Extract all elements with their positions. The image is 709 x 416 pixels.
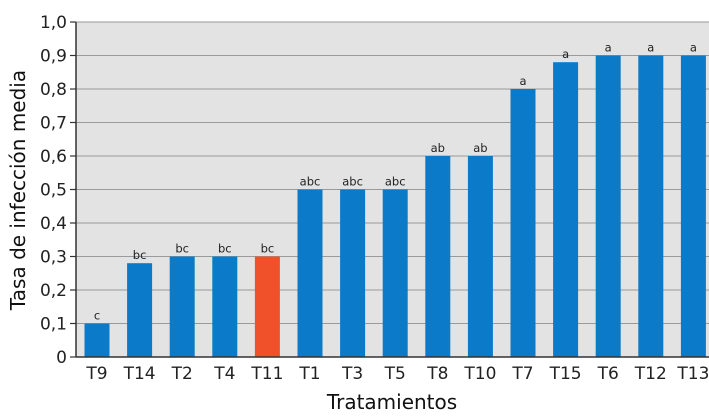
bar-t13	[680, 55, 706, 357]
x-tick-label-t3: T3	[341, 364, 363, 384]
group-label-t10: ab	[473, 141, 487, 155]
y-tick-label-4: 0,4	[40, 214, 67, 234]
group-label-t15: a	[562, 47, 569, 61]
y-tick-label-9: 0,9	[40, 47, 67, 67]
x-axis-title: Tratamientos	[326, 390, 457, 414]
bar-t10	[467, 156, 493, 357]
y-tick-label-8: 0,8	[40, 80, 67, 100]
x-tick-label-t9: T9	[85, 364, 107, 384]
group-label-t3: abc	[342, 175, 363, 189]
bar-t3	[340, 189, 366, 357]
bar-t12	[638, 55, 664, 357]
y-tick-label-7: 0,7	[40, 114, 67, 134]
x-tick-label-t8: T8	[426, 364, 448, 384]
y-tick-label-1: 0,1	[40, 315, 67, 335]
y-tick-labels: 0 0,1 0,2 0,3 0,4 0,5 0,6 0,7 0,8 0,9 1,0	[40, 13, 76, 368]
x-tick-labels: T9 T14 T2 T4 T11 T1 T3 T5 T8 T10 T7 T15 T6 T12 T13	[85, 364, 709, 384]
group-label-t4: bc	[218, 242, 232, 256]
bars	[84, 55, 706, 357]
group-label-t1: abc	[300, 175, 321, 189]
x-tick-label-t5: T5	[384, 364, 406, 384]
x-tick-label-t6: T6	[597, 364, 619, 384]
bar-t7	[510, 89, 536, 357]
bar-t14	[127, 263, 153, 357]
x-tick-label-t4: T4	[213, 364, 235, 384]
group-label-t5: abc	[385, 175, 406, 189]
x-tick-label-t14: T14	[123, 364, 156, 384]
y-tick-label-0: 0	[56, 348, 67, 368]
bar-t6	[595, 55, 621, 357]
group-label-t2: bc	[175, 242, 189, 256]
y-tick-label-5: 0,5	[40, 181, 67, 201]
bar-t1	[297, 189, 323, 357]
group-label-t6: a	[605, 41, 612, 55]
group-label-t9: c	[94, 309, 100, 323]
bar-t2	[169, 256, 195, 357]
x-tick-label-t1: T1	[298, 364, 320, 384]
y-axis-title: Tasa de infección media	[6, 70, 30, 311]
group-label-t13: a	[690, 41, 697, 55]
x-tick-label-t7: T7	[511, 364, 533, 384]
group-label-t12: a	[647, 41, 654, 55]
x-tick-label-t10: T10	[463, 364, 496, 384]
y-tick-label-3: 0,3	[40, 248, 67, 268]
bar-t9	[84, 323, 110, 357]
group-label-t8: ab	[431, 141, 445, 155]
group-label-t11: bc	[261, 242, 275, 256]
bar-t11	[254, 256, 280, 357]
x-tick-label-t15: T15	[549, 364, 582, 384]
x-tick-label-t11: T11	[250, 364, 283, 384]
group-label-t7: a	[519, 74, 526, 88]
group-label-t14: bc	[133, 248, 147, 262]
y-tick-label-6: 0,6	[40, 147, 67, 167]
x-tick-label-t12: T12	[634, 364, 667, 384]
y-tick-label-2: 0,2	[40, 281, 67, 301]
bar-t4	[212, 256, 238, 357]
bar-t8	[425, 156, 451, 357]
x-tick-label-t13: T13	[676, 364, 709, 384]
y-tick-label-10: 1,0	[40, 13, 67, 33]
bar-t15	[553, 62, 579, 357]
x-tick-label-t2: T2	[171, 364, 193, 384]
bar-t5	[382, 189, 408, 357]
significance-labels: c bc bc bc bc abc abc abc ab ab a a a a a	[94, 41, 697, 323]
